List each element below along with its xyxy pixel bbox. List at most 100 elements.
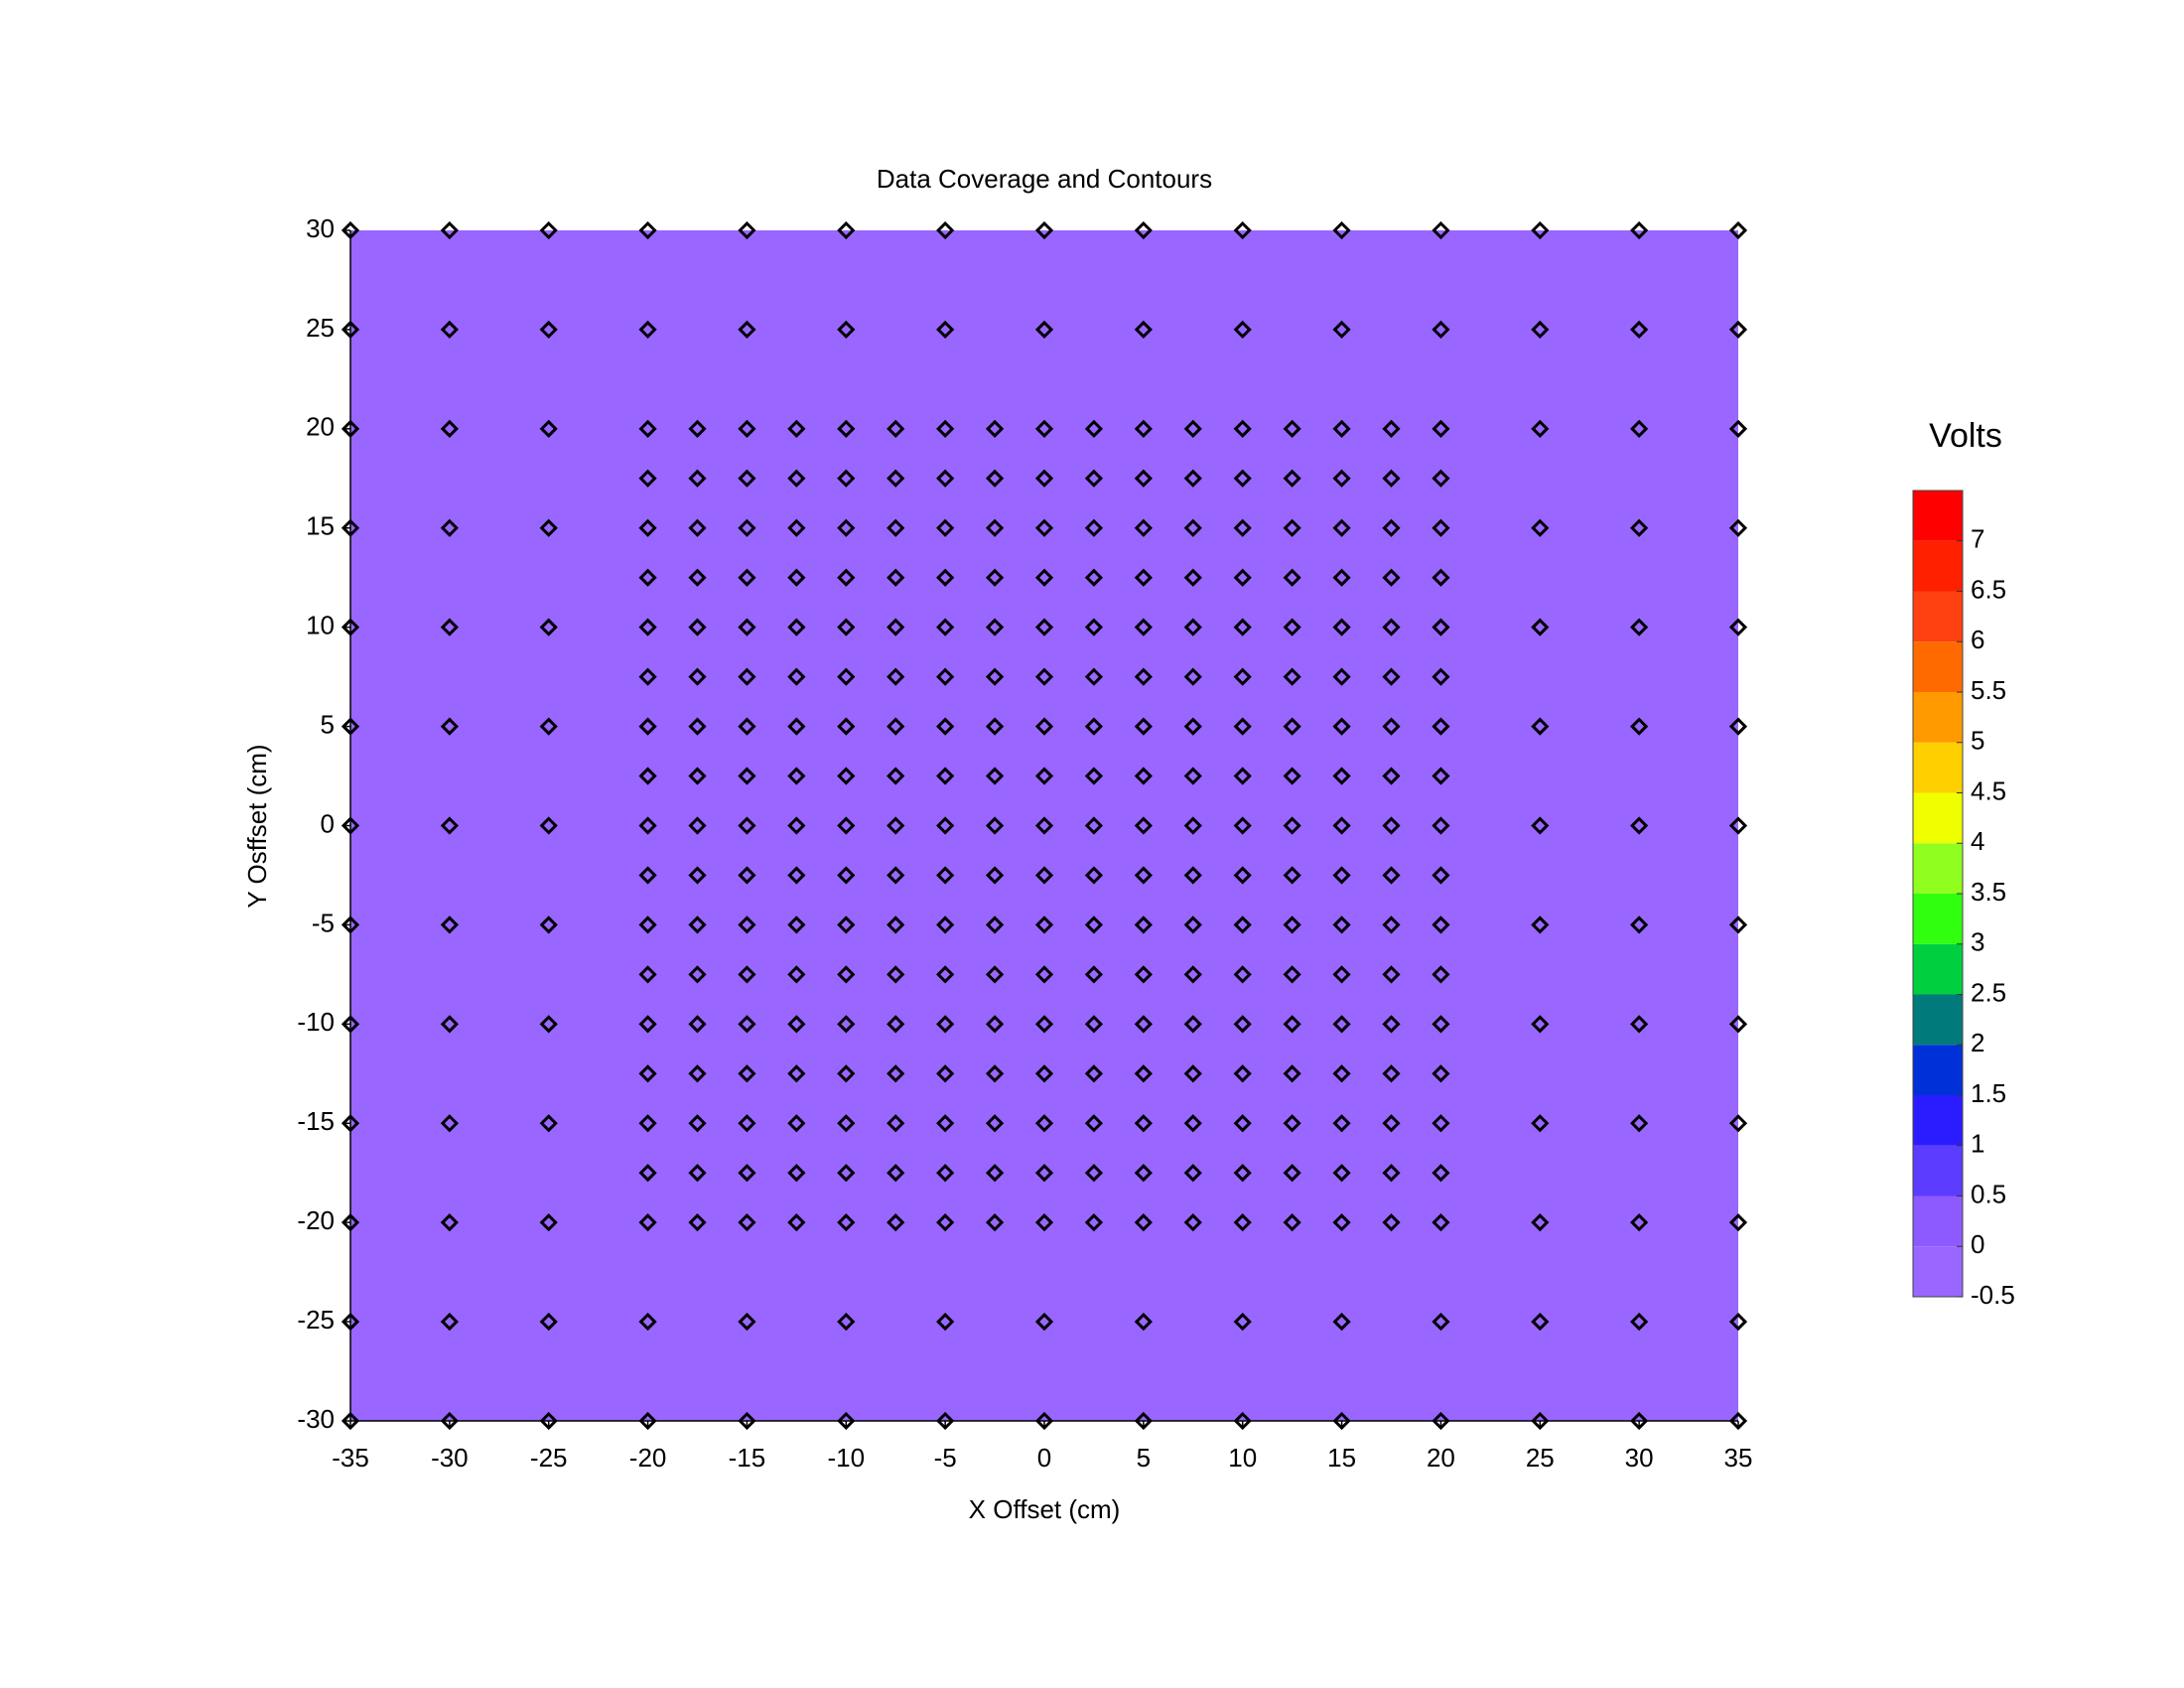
data-point <box>1728 320 1748 340</box>
data-point <box>1432 1164 1450 1183</box>
data-point <box>936 1164 955 1183</box>
data-point <box>1432 518 1450 537</box>
data-point <box>1531 1015 1550 1034</box>
data-point <box>936 717 955 736</box>
x-tick-label: -25 <box>530 1443 568 1473</box>
data-point <box>688 866 707 885</box>
data-point <box>887 518 905 537</box>
data-point <box>1134 220 1153 240</box>
data-point <box>887 1015 905 1034</box>
data-point <box>837 767 856 785</box>
data-point <box>1183 717 1202 736</box>
data-point <box>440 320 459 340</box>
data-point <box>985 667 1005 686</box>
data-point <box>936 518 955 537</box>
data-point <box>1183 667 1202 686</box>
data-point <box>738 1114 756 1133</box>
data-point <box>638 1411 657 1431</box>
data-point <box>1332 1312 1351 1332</box>
data-point <box>1382 667 1401 686</box>
y-tick-label: -20 <box>297 1205 335 1235</box>
data-point <box>1531 816 1550 835</box>
data-point <box>936 220 955 240</box>
y-tick-label: 10 <box>306 611 335 640</box>
data-point <box>837 1312 856 1332</box>
data-point <box>1332 965 1351 984</box>
data-point <box>738 1064 756 1083</box>
data-point <box>1382 1213 1401 1232</box>
data-point <box>638 1114 657 1133</box>
data-point <box>1233 568 1252 587</box>
data-point <box>638 667 657 686</box>
colorbar-band <box>1913 742 1963 793</box>
data-point <box>440 717 459 736</box>
data-point <box>887 717 905 736</box>
data-point <box>688 469 707 488</box>
data-point <box>688 1015 707 1034</box>
data-point <box>1233 1312 1252 1332</box>
data-point <box>936 965 955 984</box>
data-point <box>341 618 360 636</box>
data-point <box>738 767 756 785</box>
data-point <box>341 1015 360 1034</box>
data-point <box>1283 767 1301 785</box>
contour-fill <box>350 230 1738 1421</box>
data-point <box>1034 1164 1054 1183</box>
data-point <box>1183 1164 1202 1183</box>
data-point <box>1084 518 1104 537</box>
data-point <box>1332 915 1351 934</box>
data-point <box>936 915 955 934</box>
data-point <box>440 816 459 835</box>
data-point <box>738 469 756 488</box>
data-point <box>341 220 360 240</box>
data-point <box>936 320 955 340</box>
data-point <box>1233 667 1252 686</box>
data-point <box>837 866 856 885</box>
data-point <box>887 1164 905 1183</box>
data-point <box>1382 518 1401 537</box>
data-point <box>688 518 707 537</box>
data-point <box>887 469 905 488</box>
y-tick-label: 25 <box>306 313 335 343</box>
data-point <box>1134 816 1153 835</box>
data-point <box>1531 419 1550 438</box>
data-point <box>1531 518 1550 537</box>
data-point <box>985 915 1005 934</box>
data-point <box>1283 965 1301 984</box>
data-point <box>837 419 856 438</box>
data-point <box>1283 816 1301 835</box>
data-point <box>1183 767 1202 785</box>
data-point <box>1034 866 1054 885</box>
data-point <box>1432 220 1450 240</box>
data-point <box>1531 220 1550 240</box>
colorbar-tick-label: 3 <box>1971 927 1984 957</box>
data-point <box>1630 220 1649 240</box>
data-point <box>1728 220 1748 240</box>
data-point <box>1432 717 1450 736</box>
colorbar-band <box>1913 491 1963 541</box>
data-point <box>1084 1164 1104 1183</box>
data-point <box>1283 1213 1301 1232</box>
data-point <box>1630 1312 1649 1332</box>
data-point <box>1332 1164 1351 1183</box>
data-point <box>539 915 558 934</box>
data-point <box>1134 618 1153 636</box>
data-point <box>1233 419 1252 438</box>
data-point <box>1332 1114 1351 1133</box>
data-point <box>985 419 1005 438</box>
data-point <box>1283 1015 1301 1034</box>
data-point <box>539 618 558 636</box>
data-point <box>688 965 707 984</box>
data-point <box>738 866 756 885</box>
colorbar-band <box>1913 943 1963 995</box>
data-point <box>837 518 856 537</box>
data-point <box>1728 915 1748 934</box>
data-point <box>887 1213 905 1232</box>
data-point <box>1283 866 1301 885</box>
data-point <box>985 568 1005 587</box>
data-point <box>738 568 756 587</box>
data-point <box>539 1213 558 1232</box>
data-point <box>1084 816 1104 835</box>
data-point <box>985 767 1005 785</box>
data-point <box>688 419 707 438</box>
